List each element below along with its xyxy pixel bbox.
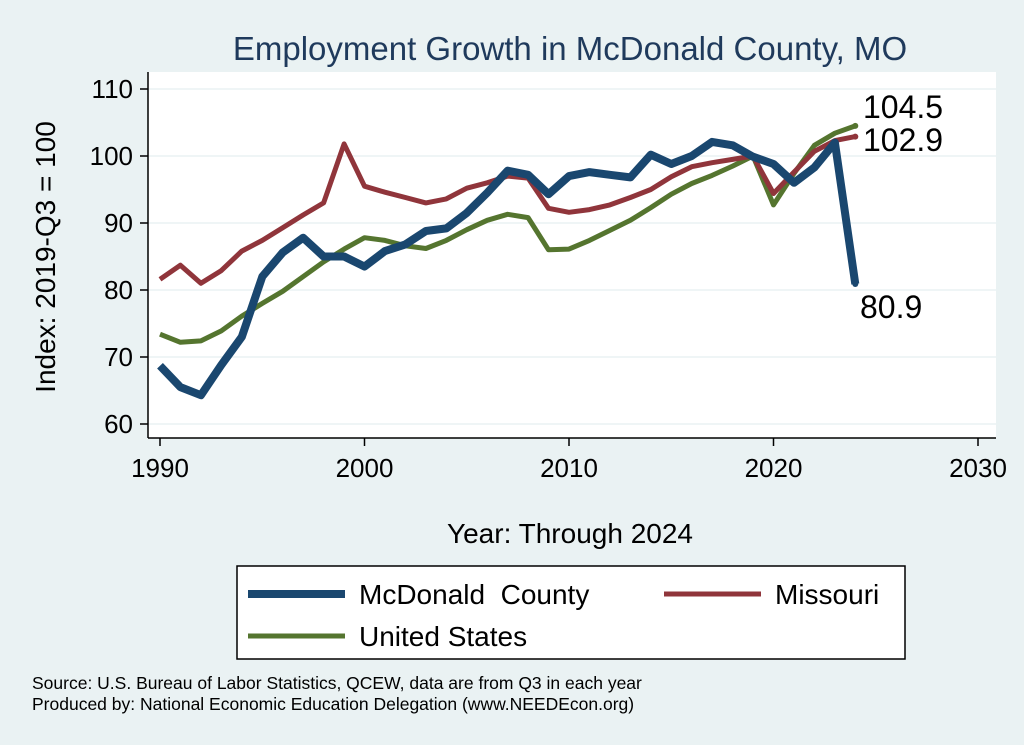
legend: McDonald County Missouri United States xyxy=(236,565,906,660)
series-endpoint-missouri xyxy=(852,133,859,140)
x-tick-label: 2010 xyxy=(540,453,598,483)
end-value-label: 104.5 xyxy=(863,89,943,125)
end-value-label: 102.9 xyxy=(863,122,943,158)
series-line-united-states xyxy=(159,123,857,345)
produced-by-note: Produced by: National Economic Education… xyxy=(32,694,634,714)
source-note: Source: U.S. Bureau of Labor Statistics,… xyxy=(32,673,642,693)
x-axis-title: Year: Through 2024 xyxy=(447,518,693,549)
end-value-label: 80.9 xyxy=(860,289,922,325)
series-endpoint-mcdonald-county xyxy=(852,280,859,287)
legend-label-missouri: Missouri xyxy=(775,579,879,610)
legend-box xyxy=(236,565,906,660)
x-tick-label: 2000 xyxy=(336,453,394,483)
series-endpoint-united-states xyxy=(852,122,859,129)
y-tick-label: 70 xyxy=(104,342,133,372)
axes: 60 70 80 90 100 110 1990 2000 2010 2020 2030 xyxy=(90,72,1007,483)
y-tick-label: 110 xyxy=(92,74,133,104)
legend-label-mcdonald-county: McDonald County xyxy=(359,579,589,610)
chart-title: Employment Growth in McDonald County, MO xyxy=(233,30,907,67)
series-lines xyxy=(157,122,860,400)
x-tick-label: 2020 xyxy=(745,453,803,483)
legend-label-united-states: United States xyxy=(359,621,527,652)
x-tick-label: 2030 xyxy=(949,453,1007,483)
x-tick-label: 1990 xyxy=(131,453,189,483)
y-tick-label: 100 xyxy=(90,141,133,171)
y-tick-label: 90 xyxy=(104,208,133,238)
y-axis-title: Index: 2019-Q3 = 100 xyxy=(30,121,61,393)
series-line-mcdonald-county xyxy=(157,137,860,400)
y-tick-label: 80 xyxy=(104,275,133,305)
y-tick-label: 60 xyxy=(104,409,133,439)
